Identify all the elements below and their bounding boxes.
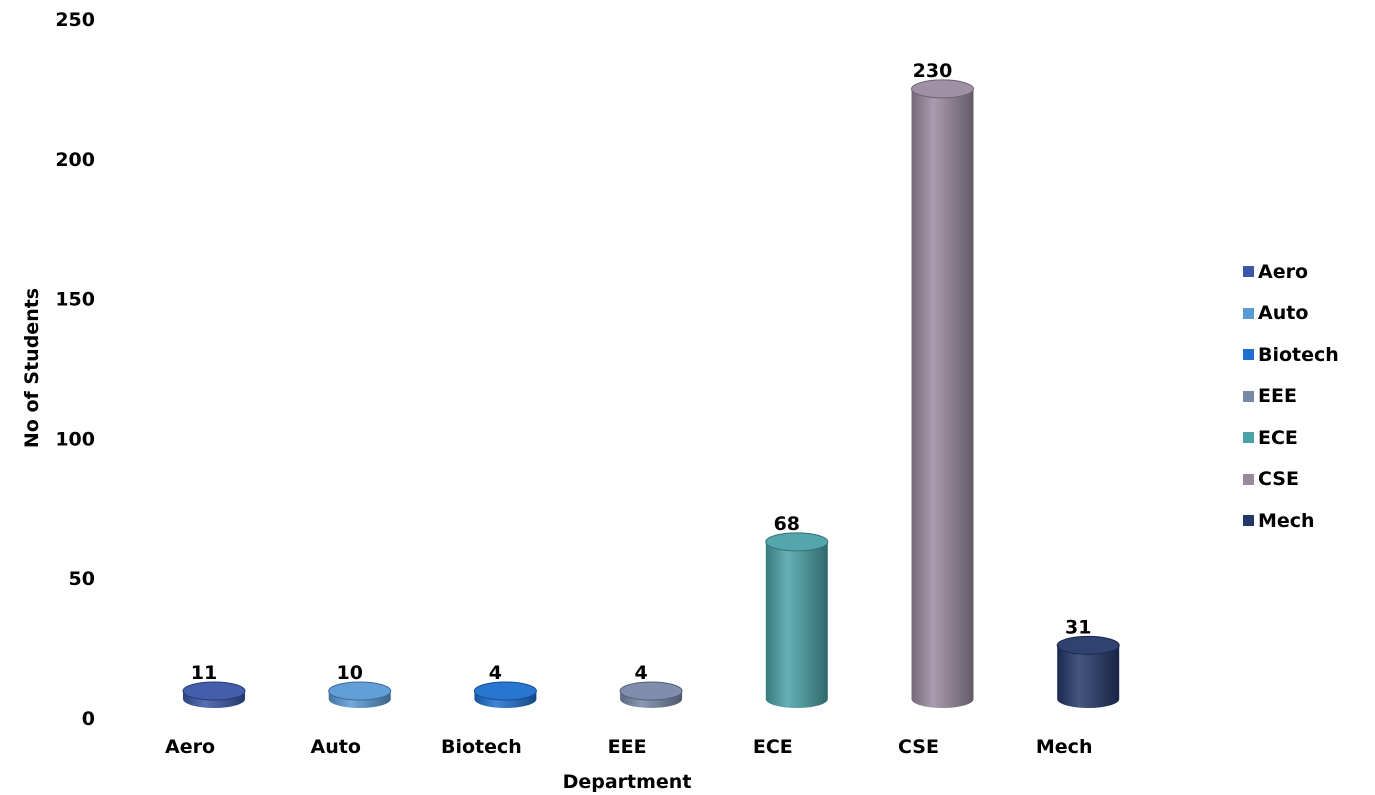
legend-item: Mech xyxy=(1243,500,1373,542)
legend-label: Aero xyxy=(1258,260,1309,283)
legend-label: EEE xyxy=(1258,385,1297,408)
legend-swatch xyxy=(1243,390,1254,402)
bar-top xyxy=(182,681,246,701)
y-tick-label: 50 xyxy=(69,568,95,590)
data-label: 230 xyxy=(913,60,953,82)
y-tick-label: 100 xyxy=(55,428,95,450)
bar-top xyxy=(328,681,392,701)
data-label: 4 xyxy=(489,662,502,684)
legend-label: Biotech xyxy=(1258,343,1339,366)
legend-label: ECE xyxy=(1258,426,1298,449)
bar-body xyxy=(911,88,974,709)
bar-top xyxy=(473,681,537,701)
y-tick-label: 0 xyxy=(82,708,95,730)
legend-label: CSE xyxy=(1258,468,1299,491)
bars: 11 10 4 4 68 230 31 xyxy=(182,60,1120,709)
data-label: 10 xyxy=(336,662,362,684)
data-label: 68 xyxy=(774,513,800,535)
data-label: 11 xyxy=(191,662,217,684)
data-label: 31 xyxy=(1065,616,1091,638)
y-tick-label: 150 xyxy=(55,289,95,311)
x-tick-label: CSE xyxy=(898,736,939,758)
legend: Aero Auto Biotech EEE ECE CSE Mech xyxy=(1243,251,1373,542)
bar-top xyxy=(911,79,974,99)
x-tick-label: Mech xyxy=(1036,736,1093,758)
legend-swatch xyxy=(1243,515,1254,527)
legend-swatch xyxy=(1243,266,1254,278)
legend-item: ECE xyxy=(1243,417,1373,459)
x-tick-label: EEE xyxy=(608,736,647,758)
y-tick-label: 250 xyxy=(55,9,95,31)
bar-eee: 4 xyxy=(619,662,683,708)
bar-top xyxy=(619,681,683,701)
bar-aero: 11 xyxy=(182,662,246,708)
legend-item: Biotech xyxy=(1243,334,1373,376)
legend-swatch xyxy=(1243,432,1254,444)
legend-swatch xyxy=(1243,307,1254,319)
legend-swatch xyxy=(1243,473,1254,485)
bar-top xyxy=(765,532,829,552)
legend-swatch xyxy=(1243,349,1254,361)
bar-mech: 31 xyxy=(1056,616,1120,708)
bar-body xyxy=(765,541,828,708)
x-tick-label: ECE xyxy=(753,736,793,758)
y-axis-title: No of Students xyxy=(21,288,43,448)
y-axis-ticks: 0 50 100 150 200 250 xyxy=(55,9,95,730)
legend-label: Auto xyxy=(1258,302,1309,325)
legend-item: EEE xyxy=(1243,376,1373,418)
legend-item: CSE xyxy=(1243,459,1373,501)
data-label: 4 xyxy=(634,662,647,684)
legend-item: Auto xyxy=(1243,293,1373,335)
x-tick-label: Biotech xyxy=(441,736,522,758)
x-axis-categories: Aero Auto Biotech EEE ECE CSE Mech xyxy=(165,736,1093,758)
x-axis-title: Department xyxy=(563,771,692,793)
bar-auto: 10 xyxy=(328,662,392,708)
x-tick-label: Auto xyxy=(311,736,361,758)
x-tick-label: Aero xyxy=(165,736,215,758)
bar-body xyxy=(1057,645,1120,708)
bar-ece: 68 xyxy=(765,513,829,708)
y-tick-label: 200 xyxy=(55,149,95,171)
bar-biotech: 4 xyxy=(473,662,537,708)
legend-label: Mech xyxy=(1258,509,1315,532)
bar-top xyxy=(1056,635,1120,655)
legend-item: Aero xyxy=(1243,251,1373,293)
bar-cse: 230 xyxy=(911,60,974,709)
